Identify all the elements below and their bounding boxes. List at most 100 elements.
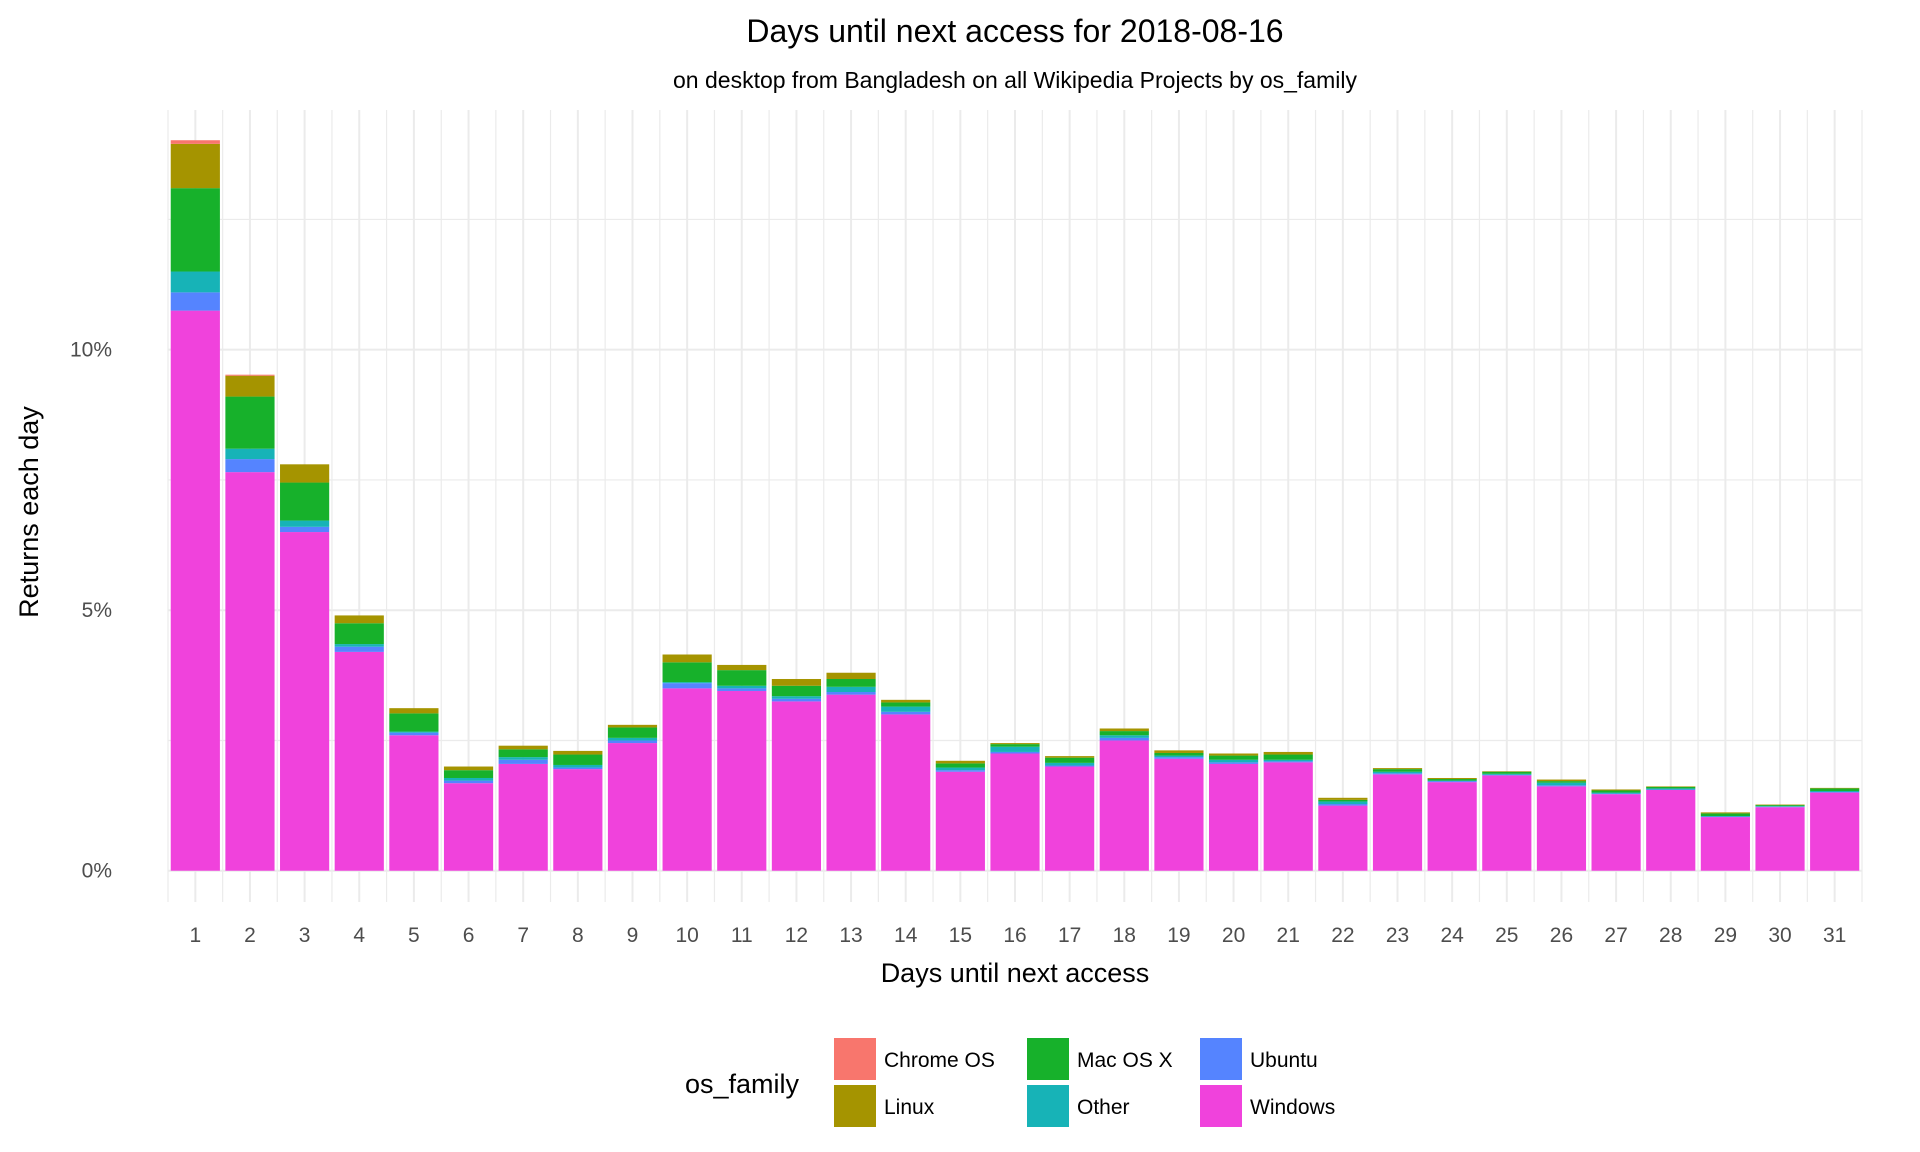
legend-swatch — [1027, 1085, 1069, 1127]
bar-segment-other — [553, 764, 603, 768]
bar-segment-other — [1646, 788, 1696, 790]
bar-segment-linux — [1646, 786, 1696, 787]
bar-segment-ubuntu — [1591, 793, 1641, 795]
bar-segment-linux — [1810, 787, 1860, 789]
bar-segment-windows — [1045, 766, 1095, 871]
bar-segment-linux — [1536, 779, 1587, 782]
bar-segment-windows — [170, 310, 220, 871]
bar-segment-mac-os-x — [1810, 788, 1860, 792]
bar-segment-other — [1427, 780, 1477, 782]
bar-segment-windows — [1154, 758, 1204, 871]
x-tick-label: 16 — [1003, 924, 1026, 947]
legend-title: os_family — [685, 1069, 800, 1099]
bar-segment-linux — [1318, 797, 1368, 800]
bar-segment-mac-os-x — [1263, 754, 1313, 760]
y-tick-label: 5% — [82, 599, 112, 622]
bar-segment-other — [1208, 759, 1259, 763]
bar-segment-mac-os-x — [607, 727, 658, 738]
bar-segment-ubuntu — [1810, 792, 1860, 793]
bar-segment-mac-os-x — [1045, 757, 1095, 763]
bar-segment-mac-os-x — [498, 749, 548, 758]
y-axis-title: Returns each day — [14, 406, 44, 618]
bar-segment-mac-os-x — [1154, 752, 1204, 756]
x-tick-label: 14 — [894, 924, 918, 947]
bar-segment-mac-os-x — [826, 678, 876, 687]
bar-segment-linux — [607, 724, 658, 728]
legend-swatch — [1200, 1038, 1242, 1080]
y-tick-label: 0% — [82, 860, 112, 883]
x-tick-label: 26 — [1550, 924, 1573, 947]
bar-segment-windows — [1646, 789, 1696, 871]
bar-segment-ubuntu — [881, 711, 931, 715]
bar-segment-ubuntu — [1646, 789, 1696, 790]
bar-segment-ubuntu — [717, 688, 767, 691]
bar-segment-linux — [1099, 728, 1149, 732]
bar-segment-other — [607, 737, 658, 741]
bar-segment-ubuntu — [935, 770, 985, 772]
x-tick-label: 3 — [299, 924, 311, 947]
bar-segment-ubuntu — [1154, 757, 1204, 759]
bar-segment-windows — [443, 783, 494, 871]
x-tick-label: 7 — [517, 924, 529, 947]
bar-segment-linux — [990, 743, 1040, 745]
x-tick-label: 9 — [627, 924, 639, 947]
x-tick-label: 29 — [1714, 924, 1737, 947]
bar-segment-mac-os-x — [881, 702, 931, 707]
bar-segment-windows — [1427, 782, 1477, 871]
bar-segment-windows — [607, 743, 658, 871]
bar-segment-other — [1154, 755, 1204, 758]
bar-segment-linux — [935, 760, 985, 764]
bar-segment-other — [662, 682, 712, 684]
bar-segment-other — [717, 685, 767, 689]
bar-segment-other — [280, 520, 330, 527]
bar-segment-ubuntu — [1099, 737, 1149, 741]
bar-segment-ubuntu — [1318, 804, 1368, 806]
bar-segment-mac-os-x — [443, 770, 494, 778]
bar-segment-mac-os-x — [662, 662, 712, 683]
bar-segment-ubuntu — [990, 751, 1040, 754]
x-tick-label: 30 — [1768, 924, 1791, 947]
bar-segment-mac-os-x — [280, 482, 330, 521]
bar-segment-linux — [1700, 812, 1750, 814]
x-tick-label: 15 — [949, 924, 972, 947]
bar-segment-windows — [498, 763, 548, 871]
bar-segment-mac-os-x — [1755, 805, 1805, 807]
bar-segment-windows — [717, 690, 767, 871]
bar-segment-windows — [1591, 794, 1641, 871]
bar-segment-linux — [1045, 756, 1095, 758]
bar-segment-ubuntu — [1536, 785, 1587, 787]
bar-segment-other — [1700, 816, 1750, 817]
legend: Chrome OS Linux Mac OS X Other Ubuntu Windows — [834, 1038, 1335, 1127]
bar-segment-mac-os-x — [389, 713, 439, 732]
y-axis-ticks: 0% 5% 10% — [70, 339, 112, 883]
legend-label: Ubuntu — [1250, 1049, 1318, 1072]
bars — [170, 140, 1860, 871]
x-tick-label: 10 — [675, 924, 698, 947]
bar-segment-linux — [1372, 768, 1423, 770]
bar-segment-mac-os-x — [717, 670, 767, 686]
bar-segment-ubuntu — [1482, 774, 1532, 776]
bar-segment-mac-os-x — [1646, 786, 1696, 789]
bar-segment-other — [389, 731, 439, 733]
bar-segment-ubuntu — [170, 292, 220, 311]
bar-segment-mac-os-x — [1208, 755, 1259, 760]
bar-segment-other — [170, 271, 220, 293]
bar-segment-mac-os-x — [170, 188, 220, 272]
bar-segment-ubuntu — [771, 698, 822, 702]
bar-segment-other — [881, 706, 931, 712]
x-axis-title: Days until next access — [881, 958, 1150, 988]
bar-segment-linux — [771, 678, 822, 686]
bar-segment-other — [826, 686, 876, 693]
bar-segment-mac-os-x — [1591, 790, 1641, 793]
bar-segment-ubuntu — [280, 526, 330, 533]
bar-segment-linux — [826, 672, 876, 679]
bar-segment-mac-os-x — [990, 744, 1040, 747]
bar-segment-ubuntu — [498, 759, 548, 764]
x-tick-label: 12 — [785, 924, 808, 947]
bar-segment-linux — [1482, 771, 1532, 772]
x-tick-label: 21 — [1277, 924, 1300, 947]
bar-segment-linux — [717, 664, 767, 671]
legend-swatch — [834, 1038, 876, 1080]
